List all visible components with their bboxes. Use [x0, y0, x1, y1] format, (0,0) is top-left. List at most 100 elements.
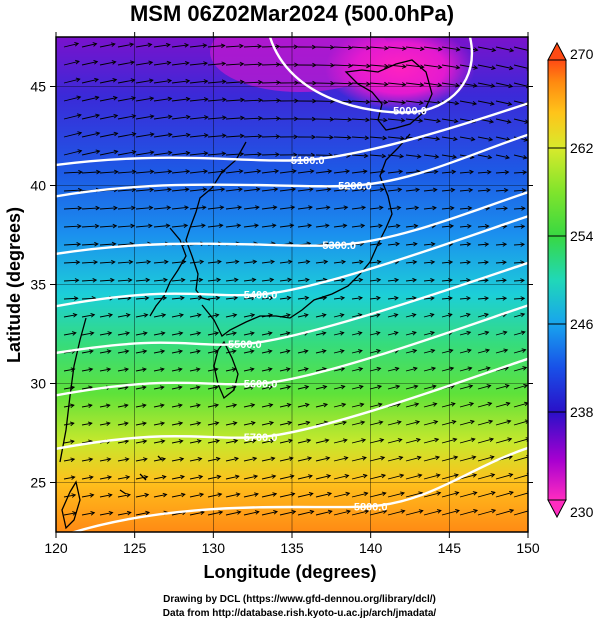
- wind-arrow: [369, 385, 382, 390]
- wind-arrowhead: [178, 349, 184, 354]
- wind-arrowhead: [184, 43, 190, 48]
- wind-arrow: [405, 385, 418, 390]
- wind-arrowhead: [394, 295, 399, 301]
- wind-arrow: [387, 207, 401, 210]
- wind-arrow: [315, 188, 331, 192]
- wind-arrowhead: [107, 475, 113, 480]
- wind-arrowhead: [184, 187, 190, 192]
- wind-arrow: [99, 314, 113, 318]
- wind-arrow: [369, 206, 383, 210]
- wind-arrowhead: [312, 62, 317, 68]
- wind-arrowhead: [215, 456, 221, 462]
- wind-arrowhead: [202, 187, 208, 192]
- wind-arrow: [243, 45, 262, 48]
- wind-arrow: [333, 206, 348, 210]
- wind-arrow: [459, 207, 472, 210]
- wind-arrowhead: [434, 437, 440, 443]
- wind-arrowhead: [167, 114, 173, 120]
- wind-arrowhead: [88, 349, 94, 354]
- wind-arrow: [297, 188, 313, 192]
- wind-arrowhead: [74, 278, 80, 283]
- wind-arrow: [189, 404, 201, 408]
- wind-arrow: [405, 331, 417, 336]
- wind-arrow: [315, 368, 327, 372]
- wind-arrowhead: [307, 456, 313, 461]
- wind-arrowhead: [111, 60, 117, 65]
- wind-arrowhead: [69, 421, 75, 427]
- wind-arrow: [441, 82, 460, 87]
- wind-arrow: [315, 457, 330, 462]
- wind-arrowhead: [199, 492, 205, 498]
- wind-arrow: [63, 225, 81, 228]
- wind-arrowhead: [412, 348, 418, 354]
- wind-arrow: [225, 422, 237, 426]
- wind-arrow: [441, 261, 453, 264]
- wind-arrow: [207, 45, 225, 48]
- wind-arrow: [243, 153, 262, 156]
- wind-arrowhead: [365, 99, 371, 105]
- wind-arrowhead: [286, 313, 291, 318]
- wind-arrowhead: [107, 493, 113, 498]
- wind-arrow: [207, 152, 226, 156]
- wind-arrow: [387, 367, 399, 372]
- wind-arrow: [513, 510, 528, 516]
- wind-arrow: [297, 403, 310, 408]
- wind-arrowhead: [450, 187, 456, 193]
- wind-arrow: [261, 368, 272, 372]
- wind-arrowhead: [257, 151, 263, 157]
- wind-arrowhead: [348, 81, 353, 86]
- wind-arrow: [459, 509, 478, 516]
- wind-arrow: [351, 206, 366, 210]
- wind-arrow: [513, 420, 528, 426]
- wind-arrowhead: [397, 187, 403, 193]
- wind-arrowhead: [303, 349, 309, 354]
- wind-arrow: [81, 171, 100, 174]
- wind-arrow: [117, 279, 132, 282]
- wind-arrow: [189, 493, 204, 498]
- wind-arrowhead: [160, 439, 166, 444]
- wind-arrowhead: [466, 278, 471, 283]
- wind-arrow: [171, 314, 184, 318]
- wind-arrow: [99, 261, 115, 264]
- wind-arrowhead: [292, 169, 297, 174]
- wind-arrowhead: [221, 169, 226, 174]
- wind-arrowhead: [377, 384, 383, 390]
- wind-arrow: [351, 100, 370, 103]
- wind-arrow: [441, 349, 453, 354]
- wind-arrowhead: [180, 474, 185, 480]
- y-tick-label: 40: [30, 178, 46, 194]
- wind-arrow: [405, 314, 416, 318]
- wind-arrowhead: [167, 187, 172, 192]
- wind-arrow: [99, 150, 118, 156]
- wind-arrowhead: [166, 60, 172, 66]
- wind-arrowhead: [70, 367, 76, 372]
- wind-arrow: [117, 440, 129, 444]
- wind-arrow: [279, 404, 291, 408]
- colorbar: 230 238 246 254 262 270: [547, 41, 594, 520]
- wind-arrowhead: [250, 421, 256, 426]
- wind-arrow: [117, 494, 131, 498]
- wind-arrow: [63, 422, 74, 426]
- wind-arrowhead: [411, 331, 417, 336]
- wind-arrowhead: [185, 114, 191, 120]
- wind-arrow: [63, 171, 82, 174]
- wind-arrowhead: [399, 153, 405, 159]
- wind-arrowhead: [485, 348, 491, 354]
- wind-arrowhead: [126, 493, 131, 498]
- wind-arrowhead: [113, 113, 119, 119]
- wind-arrow: [279, 386, 291, 390]
- wind-arrow: [243, 439, 256, 444]
- wind-arrowhead: [146, 259, 152, 265]
- wind-arrow: [369, 100, 388, 103]
- wind-arrowhead: [270, 259, 276, 265]
- wind-arrow: [63, 476, 75, 480]
- wind-arrow: [495, 349, 508, 354]
- wind-arrow: [297, 493, 313, 498]
- wind-arrowhead: [142, 457, 148, 462]
- wind-arrowhead: [366, 45, 371, 51]
- wind-arrowhead: [251, 295, 256, 301]
- wind-arrowhead: [77, 149, 83, 154]
- wind-arrow: [297, 350, 308, 354]
- wind-arrow: [153, 151, 172, 156]
- wind-arrow: [423, 456, 440, 462]
